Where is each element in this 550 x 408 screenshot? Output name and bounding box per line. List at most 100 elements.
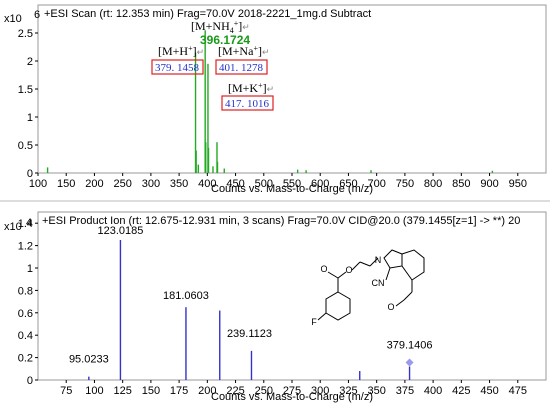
ms2-peak-label: 95.0233 [69, 354, 109, 366]
side-chain-2 [403, 291, 413, 301]
ms1-x-tick-label: 450 [226, 178, 244, 190]
chain-1 [351, 261, 361, 271]
annotation-label: [M+H+]↵ [158, 44, 204, 58]
annotation-mass: 396.1724 [200, 33, 250, 47]
ms1-x-tick-label: 300 [142, 178, 160, 190]
ms2-x-tick-label: 225 [226, 385, 244, 397]
atom-f: F [311, 317, 317, 327]
ms2-x-axis-label: Counts vs. Mass-to-Charge (m/z) [211, 391, 373, 403]
ms2-peaks [88, 240, 411, 380]
ms1-y-tick-label: 0.5 [18, 140, 33, 152]
chain-2 [359, 261, 371, 267]
ms1-x-tick-label: 500 [255, 178, 273, 190]
ms1-x-axis-label: Counts vs. Mass-to-Charge (m/z) [211, 183, 373, 195]
ms2-x-axis: 75 100 125 150 175 200 225 250 275 300 325 350 375 40… [60, 380, 527, 397]
ms2-y-exponent: 4 [26, 217, 32, 229]
ms1-peaks [46, 30, 494, 173]
annotation-mass: 417. 1016 [225, 98, 270, 110]
indoline-five-ring [383, 249, 403, 269]
ms2-y-axis: 0 0.2 0.4 0.6 0.8 1 1.2 1.4 [18, 218, 38, 387]
annotation-m-na: [M+Na+]↵ 401. 1278 [215, 44, 270, 75]
panel-ms1: x10 6 +ESI Scan (rt: 12.353 min) Frag=70… [4, 4, 547, 195]
ms1-title: +ESI Scan (rt: 12.353 min) Frag=70.0V 20… [44, 8, 371, 20]
ms1-y-tick-label: 2 [27, 56, 33, 68]
ms2-peak-label: 123.0185 [97, 225, 143, 237]
annotation-label: [M+K+]↵ [228, 81, 274, 95]
ms2-y-tick-label: 0 [27, 375, 33, 387]
ms1-x-tick-label: 750 [396, 178, 414, 190]
ms2-x-tick-label: 350 [367, 385, 385, 397]
ms2-x-tick-label: 400 [424, 385, 442, 397]
ms2-y-tick-label: 0.2 [18, 353, 33, 365]
ms1-x-tick-label: 650 [339, 178, 357, 190]
cyano-bond [385, 267, 391, 281]
annotation-m-nh4: [M+NH4+]↵ 396.1724 [191, 19, 250, 47]
ms2-x-tick-label: 175 [170, 385, 188, 397]
ms1-y-exponent: 6 [34, 9, 40, 21]
ester-link [337, 271, 347, 279]
indoline-benzene-ring [401, 249, 425, 281]
ms2-x-tick-label: 375 [396, 385, 414, 397]
ms2-x-tick-label: 125 [113, 385, 131, 397]
ms1-y-axis: 0 0.5 1 1.5 2 2.5 [18, 28, 38, 180]
ms2-y-tick-label: 1 [27, 263, 33, 275]
fluorophenyl-ring [325, 291, 351, 321]
ketone-bond [395, 299, 405, 307]
atom-n: N [375, 255, 382, 265]
ms1-x-tick-label: 800 [424, 178, 442, 190]
ms1-y-tick-label: 1 [27, 112, 33, 124]
ms2-x-tick-label: 425 [452, 385, 470, 397]
ms1-x-tick-label: 350 [170, 178, 188, 190]
chain-3 [369, 257, 379, 267]
atom-cn: CN [372, 278, 385, 288]
annotation-m-h: [M+H+]↵ 379. 1458 [151, 44, 204, 75]
ms2-y-tick-label: 1.4 [18, 218, 33, 230]
atom-o-ester: O [345, 265, 352, 275]
ms1-x-axis: 100 150 200 250 300 350 400 450 500 550 600 650 700 7… [29, 173, 527, 190]
ms2-y-tick-label: 0.6 [18, 308, 33, 320]
molecule-structure [317, 249, 425, 321]
ms2-y-tick-label: 0.4 [18, 330, 33, 342]
ms1-y-tick-label: 0 [27, 168, 33, 180]
ms1-plot-frame [37, 4, 547, 174]
precursor-marker [405, 358, 414, 367]
ms2-y-multiplier: x10 [4, 221, 22, 233]
ms2-x-tick-label: 150 [142, 385, 160, 397]
ms1-x-tick-label: 250 [113, 178, 131, 190]
ms1-x-tick-label: 200 [85, 178, 103, 190]
ms1-x-tick-label: 100 [29, 178, 47, 190]
ms2-title: +ESI Product Ion (rt: 12.675-12.931 min,… [42, 215, 520, 227]
annotation-label: [M+NH4+]↵ [191, 19, 250, 35]
annotation-box [215, 59, 268, 75]
atom-o-ketone: O [387, 302, 394, 312]
ms2-x-tick-label: 275 [283, 385, 301, 397]
atom-o-carbonyl: O [320, 264, 327, 274]
ms1-y-tick-label: 2.5 [18, 28, 33, 40]
annotation-mass: 401. 1278 [219, 62, 264, 74]
ms1-x-tick-label: 900 [480, 178, 498, 190]
ms2-x-tick-label: 325 [339, 385, 357, 397]
annotation-mass: 379. 1458 [155, 62, 200, 74]
carbonyl-bond [327, 271, 339, 279]
ms2-plot-frame [37, 211, 547, 381]
ms2-x-tick-label: 100 [85, 385, 103, 397]
ms1-x-tick-label: 150 [57, 178, 75, 190]
ms1-y-multiplier: x10 [4, 13, 22, 25]
fluoro-bond [317, 312, 327, 321]
annotation-m-k: [M+K+]↵ 417. 1016 [221, 81, 274, 111]
ms2-peak-label: 379.1406 [387, 340, 433, 352]
ms2-y-tick-label: 0.8 [18, 285, 33, 297]
ms2-x-tick-label: 250 [255, 385, 273, 397]
ms1-x-tick-label: 700 [367, 178, 385, 190]
ms1-x-tick-label: 850 [452, 178, 470, 190]
ms2-x-tick-label: 75 [60, 385, 72, 397]
ms2-x-tick-label: 475 [509, 385, 527, 397]
ms2-x-tick-label: 200 [198, 385, 216, 397]
ms2-x-tick-label: 300 [311, 385, 329, 397]
ms2-peak-label: 239.1123 [227, 328, 272, 340]
ms2-y-tick-label: 1.2 [18, 241, 33, 253]
panel-ms2: x10 4 +ESI Product Ion (rt: 12.675-12.93… [4, 211, 547, 403]
ms1-x-tick-label: 600 [311, 178, 329, 190]
annotation-box [221, 95, 274, 111]
